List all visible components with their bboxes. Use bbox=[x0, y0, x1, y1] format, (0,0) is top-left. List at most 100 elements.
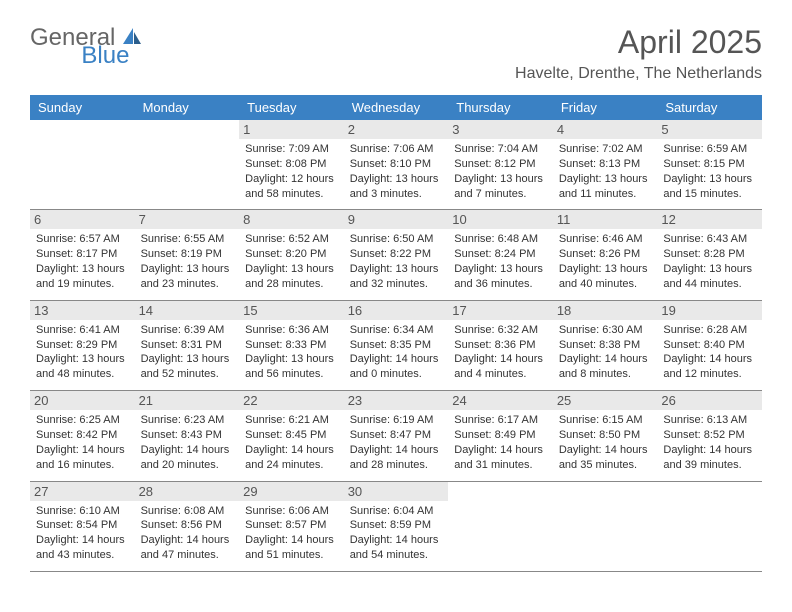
day-body: Sunrise: 6:41 AMSunset: 8:29 PMDaylight:… bbox=[36, 323, 129, 382]
day-cell: . bbox=[553, 481, 658, 571]
daylight-line: Daylight: 13 hours and 44 minutes. bbox=[663, 262, 756, 292]
day-cell: 12 Sunrise: 6:43 AMSunset: 8:28 PMDayligh… bbox=[657, 210, 762, 300]
daylight-line: Daylight: 13 hours and 3 minutes. bbox=[350, 172, 443, 202]
sunset-line: Sunset: 8:15 PM bbox=[663, 157, 756, 172]
day-body: Sunrise: 6:32 AMSunset: 8:36 PMDaylight:… bbox=[454, 323, 547, 382]
sunset-line: Sunset: 8:52 PM bbox=[663, 428, 756, 443]
daylight-line: Daylight: 13 hours and 19 minutes. bbox=[36, 262, 129, 292]
sunrise-line: Sunrise: 6:32 AM bbox=[454, 323, 547, 338]
day-number: 17 bbox=[448, 301, 553, 320]
day-body: Sunrise: 6:34 AMSunset: 8:35 PMDaylight:… bbox=[350, 323, 443, 382]
dow-row: Sunday Monday Tuesday Wednesday Thursday… bbox=[30, 95, 762, 120]
daylight-line: Daylight: 14 hours and 43 minutes. bbox=[36, 533, 129, 563]
day-number: 2 bbox=[344, 120, 449, 139]
sunrise-line: Sunrise: 6:19 AM bbox=[350, 413, 443, 428]
day-number: 12 bbox=[657, 210, 762, 229]
sunrise-line: Sunrise: 6:57 AM bbox=[36, 232, 129, 247]
sunrise-line: Sunrise: 6:52 AM bbox=[245, 232, 338, 247]
week-row: ..1Sunrise: 7:09 AMSunset: 8:08 PMDaylig… bbox=[30, 120, 762, 210]
dow-sunday: Sunday bbox=[30, 95, 135, 120]
daylight-line: Daylight: 14 hours and 24 minutes. bbox=[245, 443, 338, 473]
day-body: Sunrise: 7:02 AMSunset: 8:13 PMDaylight:… bbox=[559, 142, 652, 201]
day-number: 15 bbox=[239, 301, 344, 320]
day-cell: 25 Sunrise: 6:15 AMSunset: 8:50 PMDayligh… bbox=[553, 391, 658, 481]
sunset-line: Sunset: 8:17 PM bbox=[36, 247, 129, 262]
day-cell: 10Sunrise: 6:48 AMSunset: 8:24 PMDayligh… bbox=[448, 210, 553, 300]
daylight-line: Daylight: 14 hours and 31 minutes. bbox=[454, 443, 547, 473]
daylight-line: Daylight: 14 hours and 54 minutes. bbox=[350, 533, 443, 563]
sunrise-line: Sunrise: 6:08 AM bbox=[141, 504, 234, 519]
day-cell: 6 Sunrise: 6:57 AMSunset: 8:17 PMDaylight… bbox=[30, 210, 135, 300]
sunset-line: Sunset: 8:12 PM bbox=[454, 157, 547, 172]
day-body: Sunrise: 6:19 AMSunset: 8:47 PMDaylight:… bbox=[350, 413, 443, 472]
sunrise-line: Sunrise: 6:25 AM bbox=[36, 413, 129, 428]
day-body: Sunrise: 6:15 AMSunset: 8:50 PMDaylight:… bbox=[559, 413, 652, 472]
day-cell: 23Sunrise: 6:19 AMSunset: 8:47 PMDayligh… bbox=[344, 391, 449, 481]
day-number: 26 bbox=[657, 391, 762, 410]
daylight-line: Daylight: 13 hours and 56 minutes. bbox=[245, 352, 338, 382]
day-number: 25 bbox=[553, 391, 658, 410]
logo: General Blue bbox=[30, 24, 195, 52]
calendar-page: General Blue April 2025 Havelte, Drenthe… bbox=[0, 0, 792, 572]
day-number: 3 bbox=[448, 120, 553, 139]
daylight-line: Daylight: 14 hours and 8 minutes. bbox=[559, 352, 652, 382]
sunset-line: Sunset: 8:19 PM bbox=[141, 247, 234, 262]
sunrise-line: Sunrise: 6:39 AM bbox=[141, 323, 234, 338]
sunset-line: Sunset: 8:57 PM bbox=[245, 518, 338, 533]
sunrise-line: Sunrise: 6:23 AM bbox=[141, 413, 234, 428]
day-number: 9 bbox=[344, 210, 449, 229]
title-block: April 2025 Havelte, Drenthe, The Netherl… bbox=[515, 24, 762, 83]
day-cell: 16Sunrise: 6:34 AMSunset: 8:35 PMDayligh… bbox=[344, 300, 449, 390]
day-body: Sunrise: 6:48 AMSunset: 8:24 PMDaylight:… bbox=[454, 232, 547, 291]
day-body: Sunrise: 6:59 AMSunset: 8:15 PMDaylight:… bbox=[663, 142, 756, 201]
day-cell: 15 Sunrise: 6:36 AMSunset: 8:33 PMDayligh… bbox=[239, 300, 344, 390]
sunrise-line: Sunrise: 6:17 AM bbox=[454, 413, 547, 428]
day-cell: 8Sunrise: 6:52 AMSunset: 8:20 PMDaylight… bbox=[239, 210, 344, 300]
sunrise-line: Sunrise: 6:55 AM bbox=[141, 232, 234, 247]
daylight-line: Daylight: 13 hours and 36 minutes. bbox=[454, 262, 547, 292]
daylight-line: Daylight: 13 hours and 7 minutes. bbox=[454, 172, 547, 202]
daylight-line: Daylight: 14 hours and 51 minutes. bbox=[245, 533, 338, 563]
day-cell: 9 Sunrise: 6:50 AMSunset: 8:22 PMDaylight… bbox=[344, 210, 449, 300]
day-number: 7 bbox=[135, 210, 240, 229]
daylight-line: Daylight: 12 hours and 58 minutes. bbox=[245, 172, 338, 202]
sunset-line: Sunset: 8:33 PM bbox=[245, 338, 338, 353]
day-cell: . bbox=[135, 120, 240, 210]
daylight-line: Daylight: 13 hours and 48 minutes. bbox=[36, 352, 129, 382]
day-cell: 19Sunrise: 6:28 AMSunset: 8:40 PMDayligh… bbox=[657, 300, 762, 390]
sunrise-line: Sunrise: 7:02 AM bbox=[559, 142, 652, 157]
day-number: 6 bbox=[30, 210, 135, 229]
day-body: Sunrise: 6:43 AMSunset: 8:28 PMDaylight:… bbox=[663, 232, 756, 291]
sunset-line: Sunset: 8:59 PM bbox=[350, 518, 443, 533]
sunset-line: Sunset: 8:29 PM bbox=[36, 338, 129, 353]
day-body: Sunrise: 6:28 AMSunset: 8:40 PMDaylight:… bbox=[663, 323, 756, 382]
day-cell: 26Sunrise: 6:13 AMSunset: 8:52 PMDayligh… bbox=[657, 391, 762, 481]
daylight-line: Daylight: 13 hours and 11 minutes. bbox=[559, 172, 652, 202]
sunrise-line: Sunrise: 6:04 AM bbox=[350, 504, 443, 519]
sunset-line: Sunset: 8:45 PM bbox=[245, 428, 338, 443]
sunset-line: Sunset: 8:26 PM bbox=[559, 247, 652, 262]
day-cell: 4 Sunrise: 7:02 AMSunset: 8:13 PMDaylight… bbox=[553, 120, 658, 210]
day-body: Sunrise: 6:06 AMSunset: 8:57 PMDaylight:… bbox=[245, 504, 338, 563]
day-body: Sunrise: 6:50 AMSunset: 8:22 PMDaylight:… bbox=[350, 232, 443, 291]
day-body: Sunrise: 6:36 AMSunset: 8:33 PMDaylight:… bbox=[245, 323, 338, 382]
day-cell: 28Sunrise: 6:08 AMSunset: 8:56 PMDayligh… bbox=[135, 481, 240, 571]
day-number: 11 bbox=[553, 210, 658, 229]
day-cell: 30Sunrise: 6:04 AMSunset: 8:59 PMDayligh… bbox=[344, 481, 449, 571]
day-cell: 11 Sunrise: 6:46 AMSunset: 8:26 PMDayligh… bbox=[553, 210, 658, 300]
day-body: Sunrise: 6:25 AMSunset: 8:42 PMDaylight:… bbox=[36, 413, 129, 472]
day-body: Sunrise: 7:06 AMSunset: 8:10 PMDaylight:… bbox=[350, 142, 443, 201]
daylight-line: Daylight: 13 hours and 40 minutes. bbox=[559, 262, 652, 292]
sunrise-line: Sunrise: 7:09 AM bbox=[245, 142, 338, 157]
sunset-line: Sunset: 8:36 PM bbox=[454, 338, 547, 353]
sunset-line: Sunset: 8:47 PM bbox=[350, 428, 443, 443]
day-number: 4 bbox=[553, 120, 658, 139]
sunrise-line: Sunrise: 6:59 AM bbox=[663, 142, 756, 157]
day-body: Sunrise: 6:30 AMSunset: 8:38 PMDaylight:… bbox=[559, 323, 652, 382]
day-body: Sunrise: 6:46 AMSunset: 8:26 PMDaylight:… bbox=[559, 232, 652, 291]
day-body: Sunrise: 6:39 AMSunset: 8:31 PMDaylight:… bbox=[141, 323, 234, 382]
sunrise-line: Sunrise: 6:43 AM bbox=[663, 232, 756, 247]
day-cell: 18Sunrise: 6:30 AMSunset: 8:38 PMDayligh… bbox=[553, 300, 658, 390]
sunrise-line: Sunrise: 7:06 AM bbox=[350, 142, 443, 157]
day-number: 20 bbox=[30, 391, 135, 410]
